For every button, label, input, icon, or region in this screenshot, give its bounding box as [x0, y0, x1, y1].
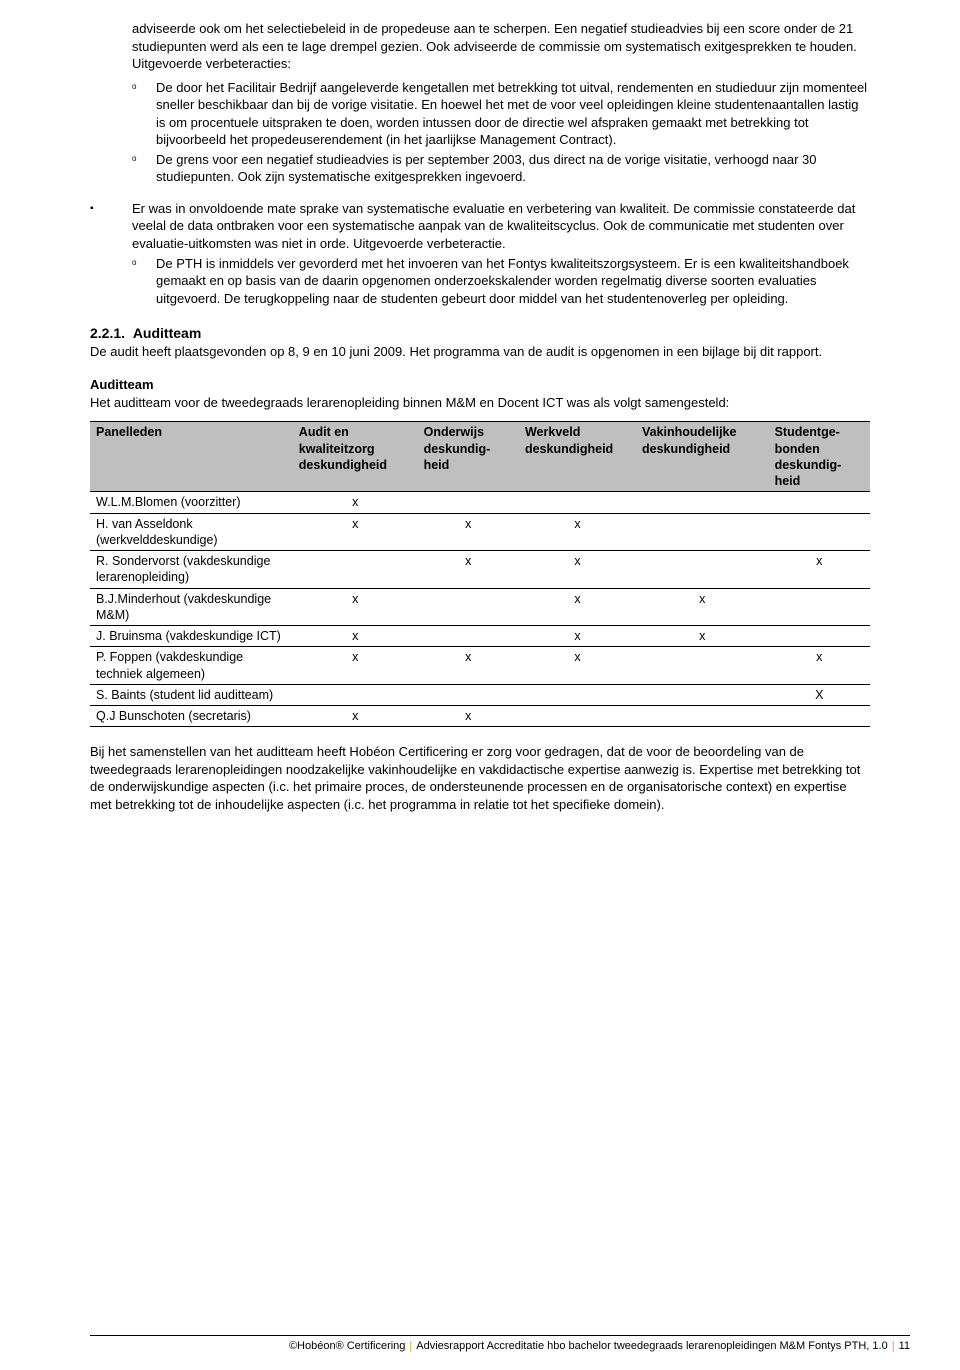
panel-member-name: R. Sondervorst (vakdeskundige lerarenopl… [90, 551, 293, 589]
footer-separator: | [405, 1340, 416, 1352]
page-footer: ©Hobéon® Certificering|Adviesrapport Acc… [90, 1335, 910, 1352]
table-cell [293, 684, 418, 705]
heading-title: Auditteam [133, 325, 201, 341]
table-cell: x [519, 647, 636, 685]
table-cell: x [769, 647, 870, 685]
table-column-header: Panelleden [90, 422, 293, 492]
subheading-para: Het auditteam voor de tweedegraads lerar… [90, 394, 870, 412]
table-cell: x [636, 588, 769, 626]
table-cell [293, 551, 418, 589]
sub-item-text: De door het Facilitair Bedrijf aangeleve… [156, 79, 870, 149]
table-row: H. van Asseldonk (werkvelddeskundige)xxx [90, 513, 870, 551]
table-column-header: Onderwijs deskundig-heid [418, 422, 519, 492]
table-cell: x [293, 513, 418, 551]
table-cell [769, 513, 870, 551]
table-cell: x [418, 647, 519, 685]
table-cell [418, 588, 519, 626]
table-cell [519, 684, 636, 705]
table-row: Q.J Bunschoten (secretaris)xx [90, 706, 870, 727]
bullet-block-2: ▪ Er was in onvoldoende mate sprake van … [90, 200, 870, 309]
panel-member-name: S. Baints (student lid auditteam) [90, 684, 293, 705]
table-header-row: PanelledenAudit en kwaliteitzorg deskund… [90, 422, 870, 492]
table-cell [769, 626, 870, 647]
table-row: J. Bruinsma (vakdeskundige ICT)xxx [90, 626, 870, 647]
footer-copyright: ©Hobéon® Certificering [289, 1340, 405, 1352]
table-cell: x [519, 513, 636, 551]
sub-item-3: o De PTH is inmiddels ver gevorderd met … [132, 255, 870, 308]
table-cell: x [293, 626, 418, 647]
sub-item-1: o De door het Facilitair Bedrijf aangele… [132, 79, 870, 149]
circle-bullet: o [132, 255, 156, 308]
table-cell [519, 492, 636, 513]
table-cell [636, 647, 769, 685]
table-cell [636, 513, 769, 551]
table-cell: x [293, 492, 418, 513]
table-cell: x [418, 551, 519, 589]
table-cell [418, 626, 519, 647]
table-row: S. Baints (student lid auditteam) X [90, 684, 870, 705]
panel-member-name: H. van Asseldonk (werkvelddeskundige) [90, 513, 293, 551]
section-heading: 2.2.1. Auditteam [90, 325, 870, 341]
intro-block: adviseerde ook om het selectiebeleid in … [90, 20, 870, 186]
table-cell [418, 492, 519, 513]
bullet-text: Er was in onvoldoende mate sprake van sy… [132, 200, 870, 309]
table-cell [769, 588, 870, 626]
circle-bullet: o [132, 151, 156, 186]
table-cell: x [418, 706, 519, 727]
table-cell [636, 551, 769, 589]
table-cell: x [769, 551, 870, 589]
table-cell: x [636, 626, 769, 647]
sub-item-text: De PTH is inmiddels ver gevorderd met he… [156, 255, 870, 308]
circle-bullet: o [132, 79, 156, 149]
heading-para: De audit heeft plaatsgevonden op 8, 9 en… [90, 343, 870, 361]
table-cell: X [769, 684, 870, 705]
panel-member-name: W.L.M.Blomen (voorzitter) [90, 492, 293, 513]
table-cell [519, 706, 636, 727]
sub-item-text: De grens voor een negatief studieadvies … [156, 151, 870, 186]
table-column-header: Studentge-bonden deskundig-heid [769, 422, 870, 492]
table-cell: x [293, 647, 418, 685]
panel-table: PanelledenAudit en kwaliteitzorg deskund… [90, 421, 870, 727]
panel-member-name: P. Foppen (vakdeskundige techniek algeme… [90, 647, 293, 685]
table-cell [418, 684, 519, 705]
table-row: W.L.M.Blomen (voorzitter)x [90, 492, 870, 513]
heading-number: 2.2.1. [90, 325, 125, 341]
table-cell: x [418, 513, 519, 551]
table-cell: x [293, 706, 418, 727]
intro-text: adviseerde ook om het selectiebeleid in … [132, 20, 870, 73]
sub-item-2: o De grens voor een negatief studieadvie… [132, 151, 870, 186]
panel-member-name: Q.J Bunschoten (secretaris) [90, 706, 293, 727]
table-column-header: Werkveld deskundigheid [519, 422, 636, 492]
panel-member-name: B.J.Minderhout (vakdeskundige M&M) [90, 588, 293, 626]
table-cell [636, 706, 769, 727]
table-cell: x [519, 551, 636, 589]
table-cell [769, 492, 870, 513]
table-cell: x [519, 588, 636, 626]
footer-page-number: 11 [899, 1340, 910, 1352]
bullet2-text: Er was in onvoldoende mate sprake van sy… [132, 201, 855, 251]
sub-heading: Auditteam [90, 377, 870, 392]
table-cell: x [293, 588, 418, 626]
table-cell [636, 684, 769, 705]
table-row: P. Foppen (vakdeskundige techniek algeme… [90, 647, 870, 685]
table-body: W.L.M.Blomen (voorzitter)xH. van Asseldo… [90, 492, 870, 727]
table-cell: x [519, 626, 636, 647]
square-bullet: ▪ [90, 200, 132, 309]
table-cell [636, 492, 769, 513]
table-row: B.J.Minderhout (vakdeskundige M&M)xxx [90, 588, 870, 626]
table-cell [769, 706, 870, 727]
table-column-header: Vakinhoudelijke deskundigheid [636, 422, 769, 492]
panel-member-name: J. Bruinsma (vakdeskundige ICT) [90, 626, 293, 647]
table-column-header: Audit en kwaliteitzorg deskundigheid [293, 422, 418, 492]
table-row: R. Sondervorst (vakdeskundige lerarenopl… [90, 551, 870, 589]
footer-separator: | [888, 1340, 899, 1352]
closing-para: Bij het samenstellen van het auditteam h… [90, 743, 870, 813]
footer-report-title: Adviesrapport Accreditatie hbo bachelor … [416, 1340, 887, 1352]
document-page: adviseerde ook om het selectiebeleid in … [0, 0, 960, 1370]
